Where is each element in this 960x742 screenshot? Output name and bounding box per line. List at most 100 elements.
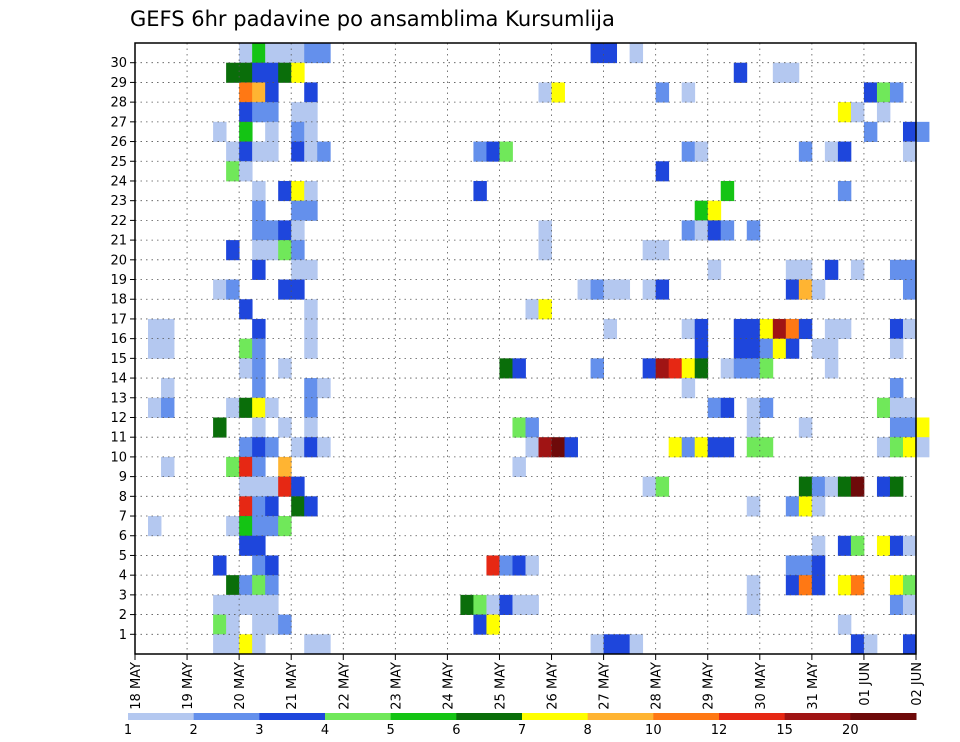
heatmap-cell	[278, 240, 292, 261]
heatmap-cell	[252, 358, 266, 379]
heatmap-cell	[291, 240, 305, 261]
x-tick-label: 30 MAY	[754, 662, 769, 710]
y-axis-ticks: 1234567891011121314151617181920212223242…	[110, 56, 135, 643]
heatmap-cell	[837, 180, 852, 202]
colorbar-label: 10	[645, 723, 662, 738]
heatmap-cell	[850, 634, 865, 655]
heatmap-cell	[837, 575, 852, 596]
heatmap-cell	[252, 102, 266, 123]
heatmap-cell	[252, 397, 266, 418]
heatmap-cell	[239, 161, 253, 182]
colorbar-label: 12	[711, 723, 728, 738]
heatmap-cell	[278, 417, 292, 438]
heatmap-cell	[902, 259, 917, 280]
y-tick-label: 11	[110, 431, 127, 446]
heatmap-cell	[759, 397, 774, 418]
y-tick-label: 14	[110, 372, 127, 387]
heatmap-cell	[707, 200, 722, 221]
heatmap-cell	[785, 279, 800, 300]
heatmap-cell	[681, 318, 696, 340]
heatmap-cell	[252, 555, 266, 576]
x-tick-label: 20 MAY	[233, 662, 248, 710]
y-tick-label: 29	[110, 76, 127, 91]
heatmap-cell	[252, 141, 266, 162]
heatmap-cell	[265, 496, 279, 517]
heatmap-cell	[226, 397, 240, 418]
heatmap-cell	[499, 141, 513, 162]
heatmap-cells	[148, 43, 930, 655]
heatmap-cell	[694, 437, 709, 458]
heatmap-cell	[694, 141, 709, 162]
heatmap-cell	[889, 535, 904, 556]
heatmap-cell	[525, 417, 539, 438]
heatmap-cell	[252, 43, 266, 64]
heatmap-cell	[291, 102, 305, 123]
heatmap-cell	[642, 476, 657, 497]
heatmap-cell	[902, 417, 917, 438]
heatmap-cell	[291, 259, 305, 280]
grid-lines	[135, 43, 916, 654]
heatmap-cell	[304, 397, 318, 418]
heatmap-cell	[629, 634, 644, 655]
heatmap-cell	[213, 555, 227, 576]
heatmap-cell	[291, 476, 305, 497]
x-tick-label: 28 MAY	[650, 662, 665, 710]
y-tick-label: 19	[110, 273, 127, 288]
heatmap-cell	[304, 102, 318, 123]
heatmap-cell	[746, 437, 761, 458]
heatmap-cell	[746, 338, 761, 359]
heatmap-cell	[850, 476, 865, 497]
colorbar-label: 5	[387, 723, 395, 738]
heatmap-cell	[785, 555, 800, 576]
heatmap-cell	[733, 318, 748, 340]
heatmap-cell	[161, 378, 175, 399]
heatmap-cell	[733, 338, 748, 359]
heatmap-cell	[902, 121, 917, 142]
colorbar-label: 3	[255, 723, 263, 738]
heatmap-cell	[824, 358, 839, 379]
colorbar-swatch	[587, 713, 654, 720]
x-tick-label: 22 MAY	[337, 662, 352, 710]
colorbar: 1 2 3 4 5 6 7 8 10 12 15 20	[124, 713, 917, 738]
heatmap-cell	[252, 240, 266, 261]
heatmap-cell	[239, 575, 253, 596]
heatmap-cell	[252, 614, 266, 635]
heatmap-cell	[720, 180, 735, 202]
y-tick-label: 18	[110, 293, 127, 308]
heatmap-cell	[811, 476, 826, 497]
heatmap-cell	[889, 397, 904, 418]
heatmap-cell	[902, 575, 917, 596]
y-tick-label: 10	[110, 450, 127, 465]
heatmap-cell	[811, 555, 826, 576]
heatmap-cell	[889, 476, 904, 497]
heatmap-cell	[512, 594, 526, 615]
heatmap-cell	[681, 378, 696, 399]
heatmap-cell	[916, 121, 930, 142]
heatmap-cell	[785, 62, 800, 83]
heatmap-cell	[785, 338, 800, 359]
heatmap-cell	[902, 279, 917, 300]
heatmap-cell	[603, 43, 618, 64]
heatmap-cell	[590, 358, 604, 379]
heatmap-cell	[798, 476, 813, 497]
heatmap-cell	[252, 575, 266, 596]
heatmap-cell	[720, 437, 735, 458]
heatmap-cell	[889, 82, 904, 103]
heatmap-cell	[538, 437, 552, 458]
heatmap-cell	[512, 358, 526, 379]
heatmap-cell	[304, 417, 318, 438]
heatmap-cell	[746, 496, 761, 517]
y-tick-label: 12	[110, 411, 127, 426]
colorbar-swatch	[390, 713, 457, 720]
heatmap-cell	[278, 476, 292, 497]
heatmap-cell	[720, 397, 735, 418]
heatmap-cell	[603, 279, 618, 300]
y-tick-label: 4	[119, 569, 127, 584]
heatmap-cell	[707, 220, 722, 241]
heatmap-cell	[486, 594, 500, 615]
heatmap-cell	[551, 82, 565, 103]
x-tick-label: 26 MAY	[546, 662, 561, 710]
heatmap-cell	[876, 476, 891, 497]
heatmap-cell	[291, 141, 305, 162]
